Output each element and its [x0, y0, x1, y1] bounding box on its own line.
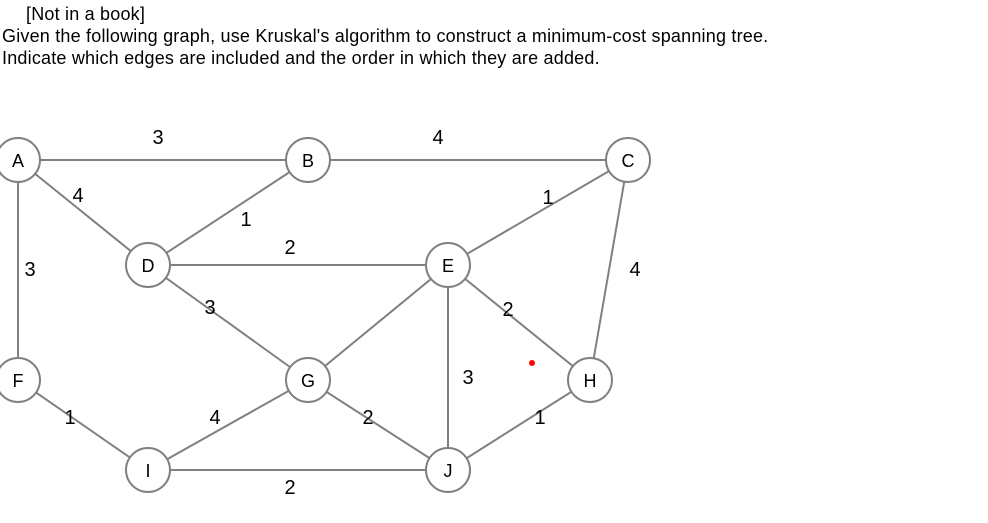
weight-D-E: 2 — [284, 237, 295, 259]
node-label-E: E — [442, 256, 454, 276]
edge-E-G — [308, 265, 448, 380]
weight-B-C: 4 — [432, 127, 443, 149]
weight-G-J: 2 — [362, 407, 373, 429]
edge-G-I — [148, 380, 308, 470]
weight-B-D: 1 — [240, 209, 251, 231]
red-dot — [529, 360, 535, 366]
edge-A-D — [18, 160, 148, 265]
weight-E-H: 2 — [502, 299, 513, 321]
weight-H-J: 1 — [534, 407, 545, 429]
node-label-J: J — [444, 461, 453, 481]
node-label-A: A — [12, 151, 24, 171]
edge-H-J — [448, 380, 590, 470]
weight-C-E: 1 — [542, 187, 553, 209]
edge-F-I — [18, 380, 148, 470]
weight-E-J: 3 — [462, 367, 473, 389]
weight-I-J: 2 — [284, 477, 295, 499]
edge-G-J — [308, 380, 448, 470]
edge-C-H — [590, 160, 628, 380]
node-label-F: F — [13, 371, 24, 391]
weight-C-H: 4 — [629, 259, 640, 281]
weight-A-F: 3 — [24, 259, 35, 281]
weight-D-G: 3 — [204, 297, 215, 319]
node-label-D: D — [142, 256, 155, 276]
node-label-G: G — [301, 371, 315, 391]
edge-D-G — [148, 265, 308, 380]
node-label-I: I — [145, 461, 150, 481]
weight-A-D: 4 — [72, 185, 83, 207]
node-label-B: B — [302, 151, 314, 171]
graph-diagram: A B C D E F G H I J 3 4 4 1 1 3 2 4 3 2 3 1 4 2 1 2 — [0, 0, 988, 523]
weight-A-B: 3 — [152, 127, 163, 149]
edge-C-E — [448, 160, 628, 265]
weight-G-I: 4 — [209, 407, 220, 429]
edge-E-H — [448, 265, 590, 380]
node-label-C: C — [622, 151, 635, 171]
weight-F-I: 1 — [64, 407, 75, 429]
node-label-H: H — [584, 371, 597, 391]
